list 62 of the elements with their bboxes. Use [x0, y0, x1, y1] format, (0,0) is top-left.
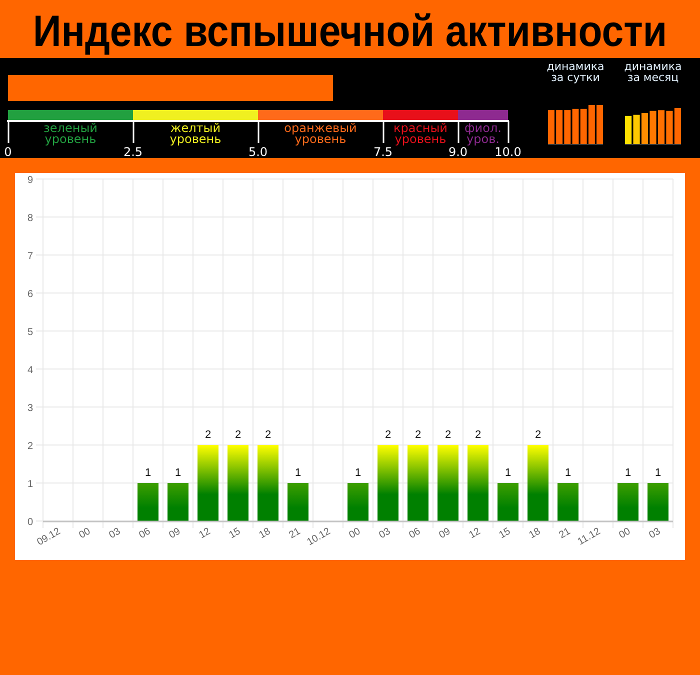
- x-tick-label: 00: [347, 526, 363, 542]
- y-tick-label: 5: [27, 327, 34, 338]
- data-label: 2: [444, 429, 452, 441]
- x-tick-label: 06: [407, 526, 423, 542]
- y-tick-label: 0: [27, 517, 34, 528]
- y-tick-label: 4: [27, 365, 34, 376]
- bar: [641, 113, 648, 144]
- y-tick-label: 1: [27, 479, 34, 490]
- chart-title: Индекс вспышечной активности: [32, 6, 668, 56]
- data-label: 2: [204, 429, 212, 441]
- x-tick-label: 12: [467, 526, 483, 542]
- band-label: красный уровень: [394, 121, 448, 146]
- data-label: 2: [534, 429, 542, 441]
- data-label: 1: [564, 467, 572, 479]
- x-tick-label: 12: [197, 526, 213, 542]
- x-tick-label: 06: [137, 526, 153, 542]
- data-label: 1: [294, 467, 302, 479]
- chart-title: динамика за сутки: [546, 60, 604, 84]
- data-label: 2: [414, 429, 422, 441]
- x-tick-label: 9.0: [448, 145, 468, 159]
- data-label: 1: [144, 467, 152, 479]
- data-label: 1: [354, 467, 362, 479]
- data-label: 1: [654, 467, 662, 479]
- y-tick-label: 8: [27, 213, 34, 224]
- x-tick-label: 03: [377, 526, 393, 542]
- x-tick-label: 03: [107, 526, 123, 542]
- x-tick-label: 18: [257, 526, 273, 542]
- data-label: 2: [474, 429, 482, 441]
- x-tick-label: 09: [167, 526, 183, 542]
- x-tick-label: 15: [497, 526, 513, 542]
- data-label: 2: [264, 429, 272, 441]
- y-tick-label: 9: [27, 175, 34, 186]
- x-tick-label: 21: [287, 526, 303, 542]
- data-label: 1: [504, 467, 512, 479]
- y-tick-label: 3: [27, 403, 34, 414]
- data-label: 1: [624, 467, 632, 479]
- x-tick-label: 2.5: [123, 145, 143, 159]
- y-tick-label: 6: [27, 289, 34, 300]
- x-tick-label: 21: [557, 526, 573, 542]
- chart-title: динамика за месяц: [624, 60, 682, 84]
- x-tick-label: 00: [617, 526, 633, 542]
- y-tick-label: 2: [27, 441, 34, 452]
- x-tick-label: 5.0: [248, 145, 268, 159]
- x-tick-label: 09.12: [35, 526, 63, 548]
- band-label: оранжевый уровень: [284, 121, 357, 146]
- x-tick-label: 00: [77, 526, 93, 542]
- band-label: зеленый уровень: [44, 121, 98, 146]
- x-tick-label: 10.0: [494, 145, 522, 159]
- band-label: желтый уровень: [170, 121, 222, 146]
- data-label: 1: [174, 467, 182, 479]
- y-tick-label: 7: [27, 251, 34, 262]
- x-tick-label: 0: [4, 145, 12, 159]
- bar: [633, 114, 640, 144]
- x-tick-label: 03: [647, 526, 663, 542]
- data-label: 2: [234, 429, 242, 441]
- x-tick-label: 18: [527, 526, 543, 542]
- data-label: 2: [384, 429, 392, 441]
- band-label: фиол. уров.: [464, 121, 502, 146]
- x-tick-label: 7.5: [373, 145, 393, 159]
- bar: [625, 116, 632, 144]
- x-tick-label: 15: [227, 526, 243, 542]
- x-tick-label: 09: [437, 526, 453, 542]
